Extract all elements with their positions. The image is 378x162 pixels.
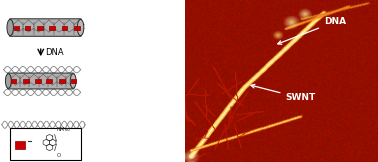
Bar <box>14 25 19 29</box>
Bar <box>10 128 81 160</box>
Ellipse shape <box>7 19 14 36</box>
Text: O: O <box>56 153 61 158</box>
Bar <box>37 25 43 29</box>
Bar <box>62 25 67 29</box>
Text: SWNT: SWNT <box>251 84 316 102</box>
Bar <box>36 79 40 83</box>
Bar <box>74 25 80 29</box>
FancyBboxPatch shape <box>9 19 81 36</box>
Bar <box>11 79 17 83</box>
Bar <box>71 79 76 83</box>
Ellipse shape <box>70 74 76 88</box>
Bar <box>25 25 30 29</box>
Bar <box>46 79 52 83</box>
Text: DNA: DNA <box>278 17 346 44</box>
Ellipse shape <box>5 74 11 88</box>
Bar <box>23 79 28 83</box>
Text: DNA: DNA <box>45 48 64 57</box>
Bar <box>50 25 55 29</box>
FancyBboxPatch shape <box>8 73 74 89</box>
Ellipse shape <box>77 19 84 36</box>
Bar <box>15 141 25 149</box>
Text: NMe$_2$: NMe$_2$ <box>56 125 72 134</box>
Bar <box>59 79 65 83</box>
